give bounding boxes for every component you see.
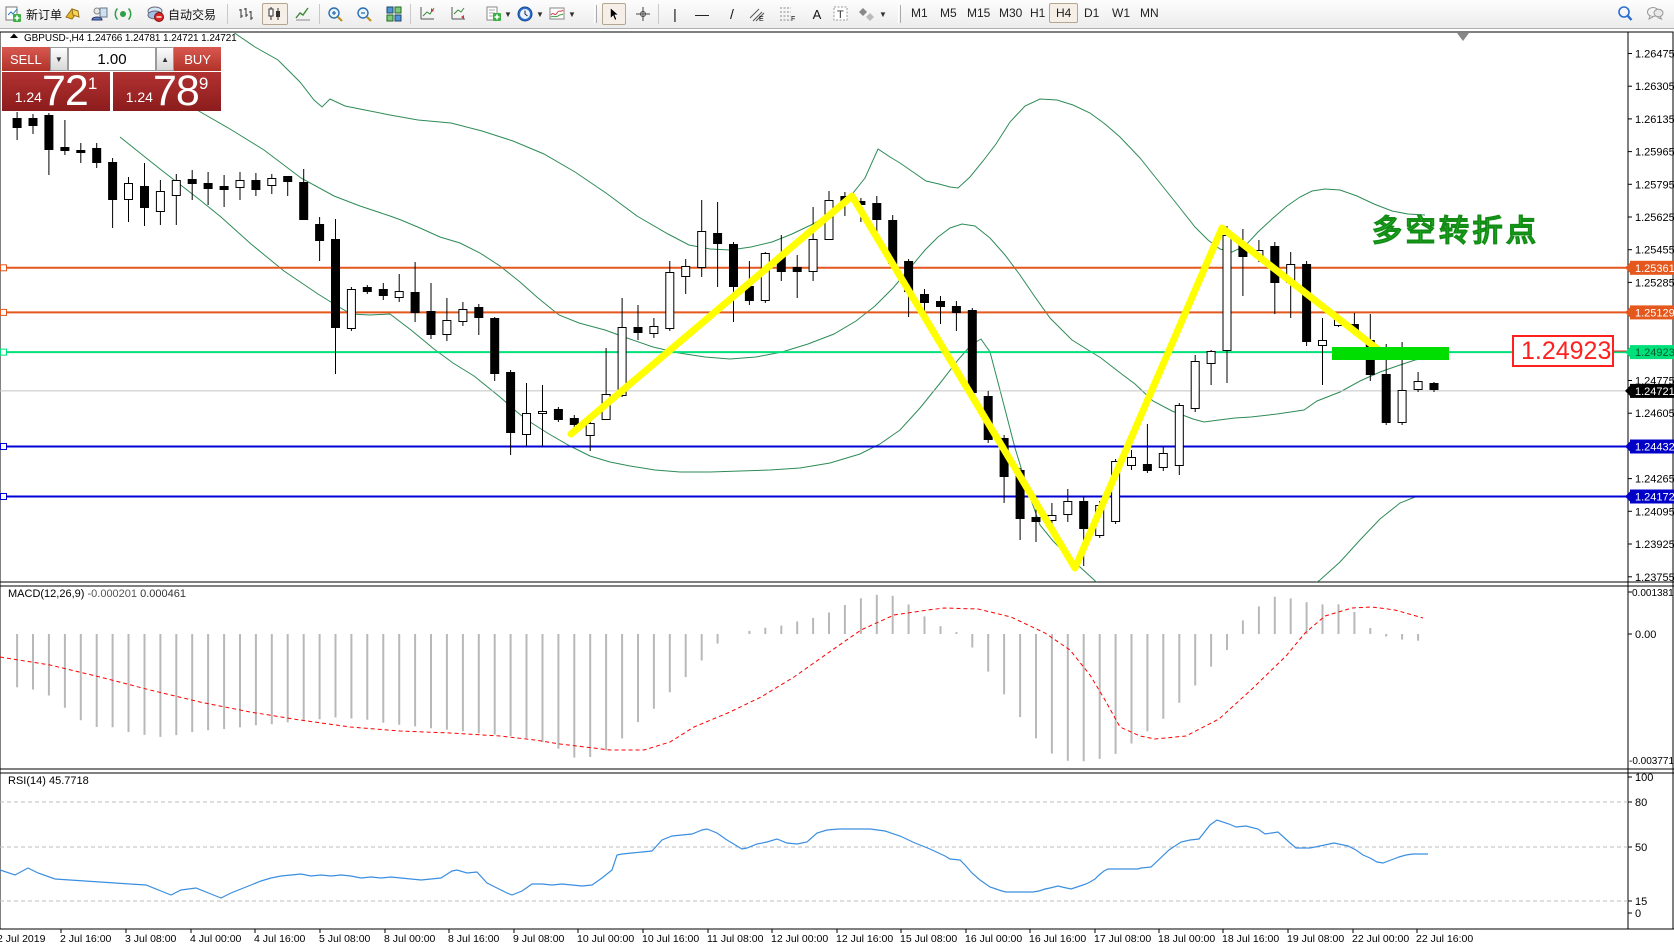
svg-text:GBPUSD-,H4 1.24766 1.24781 1.: GBPUSD-,H4 1.24766 1.24781 1.24721 1.247… [24,33,237,44]
svg-text:1.25795: 1.25795 [1635,179,1674,191]
svg-text:0.00: 0.00 [1635,629,1656,641]
svg-text:15 Jul 08:00: 15 Jul 08:00 [900,933,957,945]
svg-text:10 Jul 00:00: 10 Jul 00:00 [577,933,634,945]
svg-text:1.25625: 1.25625 [1635,212,1674,224]
svg-text:多空转折点: 多空转折点 [1372,215,1540,248]
svg-text:2 Jul 2019: 2 Jul 2019 [0,933,46,945]
svg-text:1.25965: 1.25965 [1635,147,1674,159]
svg-text:RSI(14) 45.7718: RSI(14) 45.7718 [8,775,89,787]
svg-text:12 Jul 00:00: 12 Jul 00:00 [771,933,828,945]
svg-text:1.24923: 1.24923 [1635,347,1674,359]
svg-text:4 Jul 00:00: 4 Jul 00:00 [190,933,242,945]
svg-text:1.23925: 1.23925 [1635,539,1674,551]
svg-text:18 Jul 16:00: 18 Jul 16:00 [1222,933,1279,945]
svg-text:10 Jul 16:00: 10 Jul 16:00 [642,933,699,945]
svg-text:22 Jul 16:00: 22 Jul 16:00 [1416,933,1473,945]
svg-text:1.25361: 1.25361 [1635,263,1674,275]
svg-text:0: 0 [1635,908,1641,920]
svg-text:9 Jul 08:00: 9 Jul 08:00 [513,933,565,945]
svg-text:16 Jul 16:00: 16 Jul 16:00 [1029,933,1086,945]
svg-text:4 Jul 16:00: 4 Jul 16:00 [254,933,306,945]
svg-text:F: F [791,16,795,23]
svg-text:15: 15 [1635,896,1647,908]
svg-text:8 Jul 16:00: 8 Jul 16:00 [448,933,500,945]
svg-text:1.23755: 1.23755 [1635,572,1674,584]
svg-text:-0.003771: -0.003771 [1629,756,1674,767]
svg-text:12 Jul 16:00: 12 Jul 16:00 [836,933,893,945]
svg-text:8 Jul 00:00: 8 Jul 00:00 [384,933,436,945]
svg-text:3 Jul 08:00: 3 Jul 08:00 [125,933,177,945]
svg-text:50: 50 [1635,842,1647,854]
svg-text:100: 100 [1635,772,1653,784]
svg-text:16 Jul 00:00: 16 Jul 00:00 [965,933,1022,945]
svg-text:2 Jul 16:00: 2 Jul 16:00 [60,933,112,945]
svg-text:5 Jul 08:00: 5 Jul 08:00 [319,933,371,945]
svg-text:1.25455: 1.25455 [1635,245,1674,257]
svg-text:18 Jul 00:00: 18 Jul 00:00 [1158,933,1215,945]
svg-text:1.26305: 1.26305 [1635,81,1674,93]
svg-text:1.25129: 1.25129 [1635,307,1674,319]
svg-text:1.24605: 1.24605 [1635,408,1674,420]
svg-text:0.001381: 0.001381 [1632,588,1674,599]
svg-text:1.24432: 1.24432 [1635,442,1674,454]
svg-text:1.26135: 1.26135 [1635,114,1674,126]
svg-text:MACD(12,26,9) -0.000201 0.0004: MACD(12,26,9) -0.000201 0.000461 [8,588,186,600]
svg-text:1.24265: 1.24265 [1635,474,1674,486]
svg-text:1.24172: 1.24172 [1635,492,1674,504]
svg-text:17 Jul 08:00: 17 Jul 08:00 [1094,933,1151,945]
svg-text:E: E [759,16,764,23]
svg-text:T: T [837,9,844,21]
svg-text:1.24923: 1.24923 [1521,337,1611,365]
svg-text:22 Jul 00:00: 22 Jul 00:00 [1352,933,1409,945]
svg-text:1.26475: 1.26475 [1635,49,1674,61]
svg-text:19 Jul 08:00: 19 Jul 08:00 [1287,933,1344,945]
svg-text:11 Jul 08:00: 11 Jul 08:00 [707,933,764,945]
svg-text:1.24721: 1.24721 [1635,386,1674,398]
svg-text:80: 80 [1635,797,1647,809]
svg-text:1.25285: 1.25285 [1635,277,1674,289]
svg-text:1.24095: 1.24095 [1635,506,1674,518]
